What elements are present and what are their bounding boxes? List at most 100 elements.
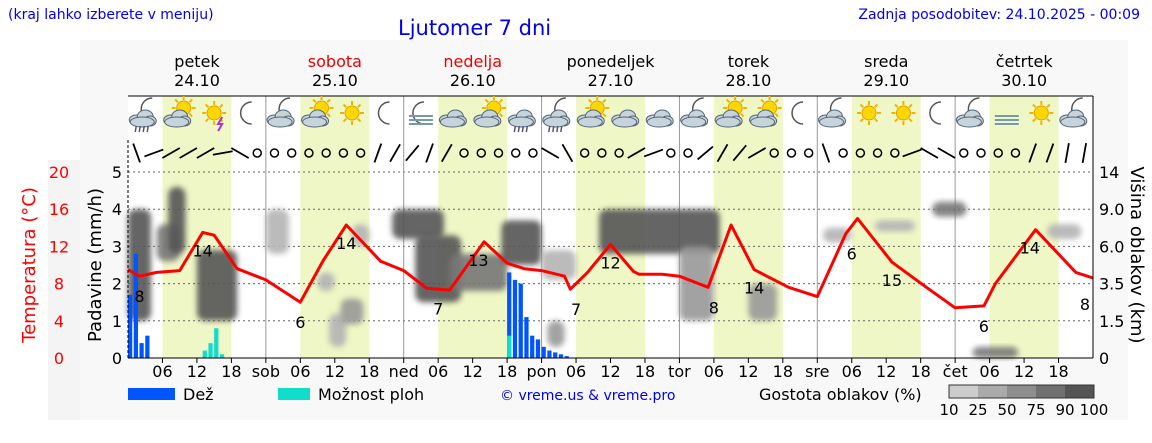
- cloud-shape: [439, 116, 465, 128]
- sun-ray: [774, 98, 779, 104]
- density-tick-label: 50: [997, 401, 1016, 419]
- cloud-blob: [340, 298, 364, 325]
- cloud-blob: [547, 320, 565, 347]
- legend-cloud-density-label: Gostota oblakov (%): [759, 385, 922, 404]
- rain-bar: [564, 356, 569, 358]
- rain-streak: [552, 125, 555, 133]
- moon-cloud-icon: [955, 97, 984, 128]
- wind-barb-icon: [1081, 142, 1088, 164]
- moon-cloud-icon: [818, 97, 847, 128]
- x-tick-label: 18: [221, 362, 241, 381]
- sun-ray: [908, 103, 913, 109]
- rain-streak: [138, 125, 141, 133]
- wind-barb-icon: [144, 148, 164, 158]
- cloud-shape: [129, 116, 155, 128]
- day-name: torek: [727, 52, 770, 71]
- night-cloud-icon: [266, 97, 295, 128]
- wind-calm-icon: [614, 148, 624, 158]
- cloud-blob: [329, 313, 347, 347]
- sun-disc: [1033, 105, 1049, 121]
- day-date: 30.10: [1001, 71, 1048, 90]
- x-tick-label: čet: [943, 362, 968, 381]
- wind-barb-icon: [627, 147, 646, 159]
- rain-bar: [507, 272, 512, 358]
- moon-icon: [377, 101, 390, 125]
- wind-calm-icon: [597, 148, 607, 158]
- sun-ray: [894, 103, 899, 109]
- right-tick-label: 0: [1099, 349, 1109, 368]
- shower-bar: [507, 335, 512, 358]
- sun-ray: [484, 98, 489, 104]
- sun-cloud-icon: [163, 96, 196, 128]
- sun-ray: [356, 103, 362, 109]
- wind-barb-icon: [230, 147, 250, 159]
- cloud-shape: [164, 116, 190, 128]
- wind-calm-icon: [493, 148, 504, 158]
- x-tick-label: 06: [842, 362, 862, 381]
- rain-bar: [512, 279, 518, 358]
- sun-ray: [219, 103, 224, 109]
- sun-ray: [188, 98, 193, 104]
- temp-tick-label: 20: [49, 163, 69, 182]
- y-axis-title-right: Višina oblakov (km): [1126, 166, 1147, 343]
- wind-barb-icon: [405, 144, 420, 162]
- rain-bar: [541, 346, 546, 358]
- temperature-label: 6: [847, 244, 857, 263]
- sun-ray: [1032, 103, 1037, 109]
- x-tick-label: 06: [704, 362, 724, 381]
- location-hint[interactable]: (kraj lahko izberete v meniju): [8, 7, 214, 23]
- cloud-shape: [750, 116, 776, 128]
- cloud-shape: [302, 116, 328, 128]
- rain-bar: [139, 343, 144, 358]
- copyright-link[interactable]: © vreme.us & vreme.pro: [500, 388, 676, 404]
- x-tick-label: 18: [910, 362, 930, 381]
- wind-barb-icon: [212, 150, 233, 156]
- x-tick-label: 12: [1014, 362, 1034, 381]
- rain-streak: [548, 125, 551, 133]
- x-tick-label: tor: [668, 362, 691, 381]
- cloud-blob: [168, 186, 186, 254]
- density-scale-border: [948, 384, 1095, 399]
- wind-calm-icon: [286, 148, 297, 158]
- rain-bar: [530, 335, 535, 358]
- wind-calm-icon: [976, 148, 986, 158]
- x-tick-label: pon: [527, 362, 557, 381]
- cloud-blob: [265, 209, 289, 254]
- x-tick-label: 18: [1048, 362, 1068, 381]
- daylight-band: [438, 96, 508, 358]
- rain-bar: [524, 317, 529, 358]
- wind-barb-icon: [373, 143, 383, 163]
- temperature-label: 15: [882, 271, 902, 290]
- cloud-shape: [508, 116, 534, 128]
- wind-calm-icon: [803, 148, 814, 158]
- wind-barb-icon: [196, 147, 215, 159]
- sun-disc: [895, 105, 911, 121]
- temp-tick-label: 0: [54, 349, 64, 368]
- sun-ray: [1046, 103, 1051, 109]
- legend-showers-swatch: [278, 388, 310, 400]
- day-header: ponedeljek 27.10: [542, 52, 680, 90]
- right-tick-label: 9.0: [1099, 200, 1124, 219]
- wind-barb-icon: [1045, 143, 1055, 163]
- sun-ray: [204, 117, 210, 123]
- wind-barb-icon: [541, 147, 560, 159]
- x-tick-label: 06: [979, 362, 999, 381]
- sun-ray: [740, 112, 745, 118]
- wind-barb-icon: [161, 147, 181, 159]
- wind-calm-icon: [666, 148, 676, 158]
- density-scale-swatch: [949, 385, 978, 398]
- rain-bar: [518, 283, 523, 358]
- sun-ray: [873, 103, 879, 109]
- rain-streak: [513, 125, 517, 133]
- x-tick-label: 12: [462, 362, 482, 381]
- day-name: petek: [174, 52, 220, 71]
- sun-icon: [340, 101, 365, 125]
- rain-bar: [133, 253, 138, 358]
- cloud-blob: [932, 201, 967, 217]
- sun-ray: [602, 112, 607, 118]
- cloud-shape: [956, 116, 982, 128]
- cloud-shape: [474, 116, 500, 128]
- wind-calm-icon: [459, 148, 469, 158]
- day-header: sreda 29.10: [817, 52, 955, 90]
